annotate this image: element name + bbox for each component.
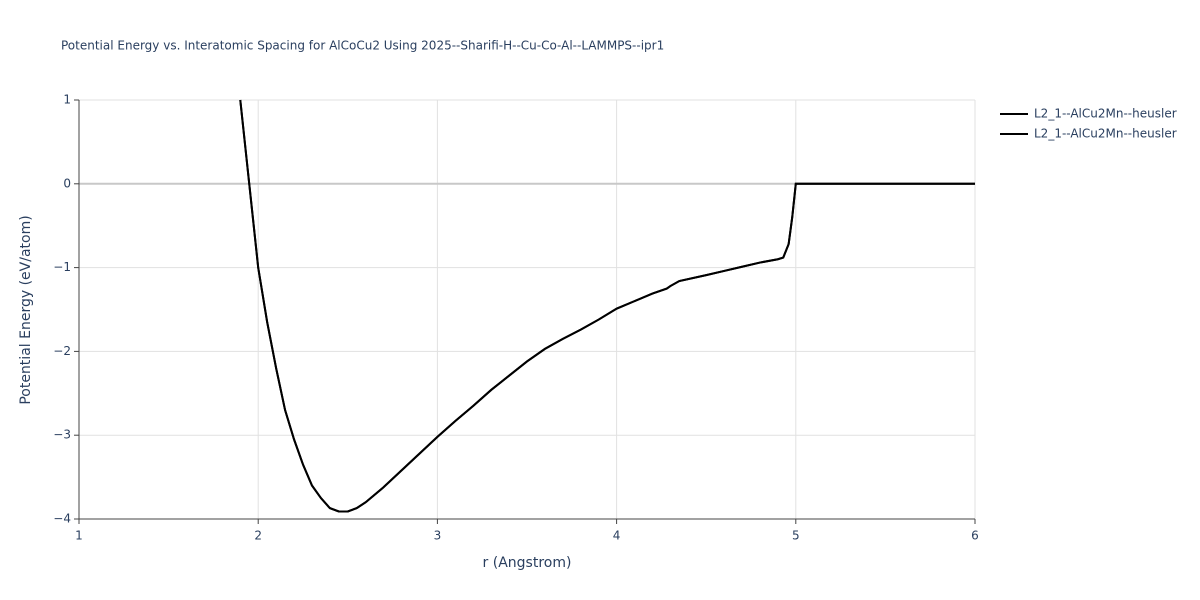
x-tick-label: 6 <box>971 529 979 543</box>
x-tick-label: 2 <box>254 529 262 543</box>
chart-title: Potential Energy vs. Interatomic Spacing… <box>61 39 664 53</box>
y-tick-label: −2 <box>53 344 71 358</box>
y-tick-label: −4 <box>53 512 71 526</box>
y-axis-title: Potential Energy (eV/atom) <box>18 215 34 404</box>
x-tick-label: 3 <box>434 529 442 543</box>
y-tick-label: −3 <box>53 428 71 442</box>
line-series <box>239 99 975 513</box>
line-series <box>239 99 975 513</box>
x-tick-label: 5 <box>792 529 800 543</box>
x-tick-label: 4 <box>613 529 621 543</box>
legend-label: L2_1--AlCu2Mn--heusler <box>1034 107 1177 121</box>
y-tick-label: 0 <box>63 176 71 190</box>
y-tick-label: 1 <box>63 93 71 107</box>
x-axis-title: r (Angstrom) <box>483 555 572 571</box>
x-tick-label: 1 <box>75 529 83 543</box>
y-tick-label: −1 <box>53 260 71 274</box>
legend-label: L2_1--AlCu2Mn--heusler <box>1034 127 1177 141</box>
